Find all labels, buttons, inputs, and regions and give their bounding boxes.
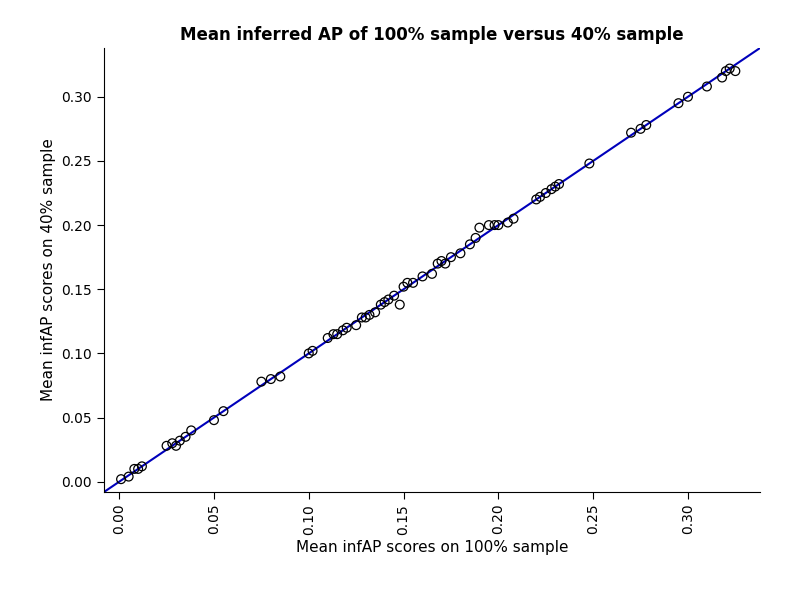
Point — [435, 256, 448, 266]
Point — [337, 326, 350, 335]
Title: Mean inferred AP of 100% sample versus 40% sample: Mean inferred AP of 100% sample versus 4… — [180, 26, 684, 44]
Point — [174, 436, 186, 445]
Point — [549, 182, 562, 191]
Point — [545, 184, 558, 194]
Point — [426, 269, 438, 278]
Point — [492, 220, 505, 230]
Point — [719, 66, 732, 76]
Point — [331, 329, 344, 339]
Point — [701, 82, 714, 91]
Point — [363, 310, 376, 320]
Point — [553, 179, 566, 189]
Point — [160, 441, 173, 451]
Point — [682, 92, 694, 101]
Point — [355, 313, 368, 322]
Point — [170, 441, 182, 451]
Point — [128, 464, 141, 474]
Point — [488, 220, 501, 230]
Point — [634, 124, 647, 134]
Y-axis label: Mean infAP scores on 40% sample: Mean infAP scores on 40% sample — [41, 139, 56, 401]
Point — [327, 329, 340, 339]
Point — [369, 308, 382, 317]
Point — [322, 333, 334, 343]
Point — [416, 272, 429, 281]
Point — [463, 239, 476, 249]
Point — [374, 300, 387, 310]
Point — [439, 259, 452, 268]
Point — [454, 248, 467, 258]
Point — [340, 323, 353, 332]
X-axis label: Mean infAP scores on 100% sample: Mean infAP scores on 100% sample — [296, 540, 568, 555]
Point — [482, 220, 495, 230]
Point — [388, 291, 401, 301]
Point — [122, 472, 135, 481]
Point — [397, 282, 410, 292]
Point — [507, 214, 520, 223]
Point — [672, 98, 685, 108]
Point — [274, 372, 286, 382]
Point — [539, 188, 552, 198]
Point — [179, 432, 192, 442]
Point — [406, 278, 419, 287]
Point — [306, 346, 319, 356]
Point — [378, 297, 391, 307]
Point — [401, 278, 414, 287]
Point — [185, 425, 198, 435]
Point — [729, 66, 742, 76]
Point — [583, 158, 596, 168]
Point — [114, 475, 127, 484]
Point — [135, 461, 148, 471]
Point — [723, 64, 736, 73]
Point — [431, 259, 444, 268]
Point — [132, 464, 145, 474]
Point — [207, 415, 220, 425]
Point — [530, 194, 542, 204]
Point — [445, 253, 458, 262]
Point — [166, 439, 178, 448]
Point — [350, 320, 362, 330]
Point — [302, 349, 315, 358]
Point — [359, 313, 372, 322]
Point — [473, 223, 486, 232]
Point — [640, 120, 653, 130]
Point — [625, 128, 638, 137]
Point — [716, 73, 729, 82]
Point — [534, 192, 546, 202]
Point — [394, 300, 406, 310]
Point — [255, 377, 268, 386]
Point — [470, 233, 482, 243]
Point — [382, 295, 394, 304]
Point — [265, 374, 278, 384]
Point — [217, 406, 230, 416]
Point — [502, 218, 514, 227]
